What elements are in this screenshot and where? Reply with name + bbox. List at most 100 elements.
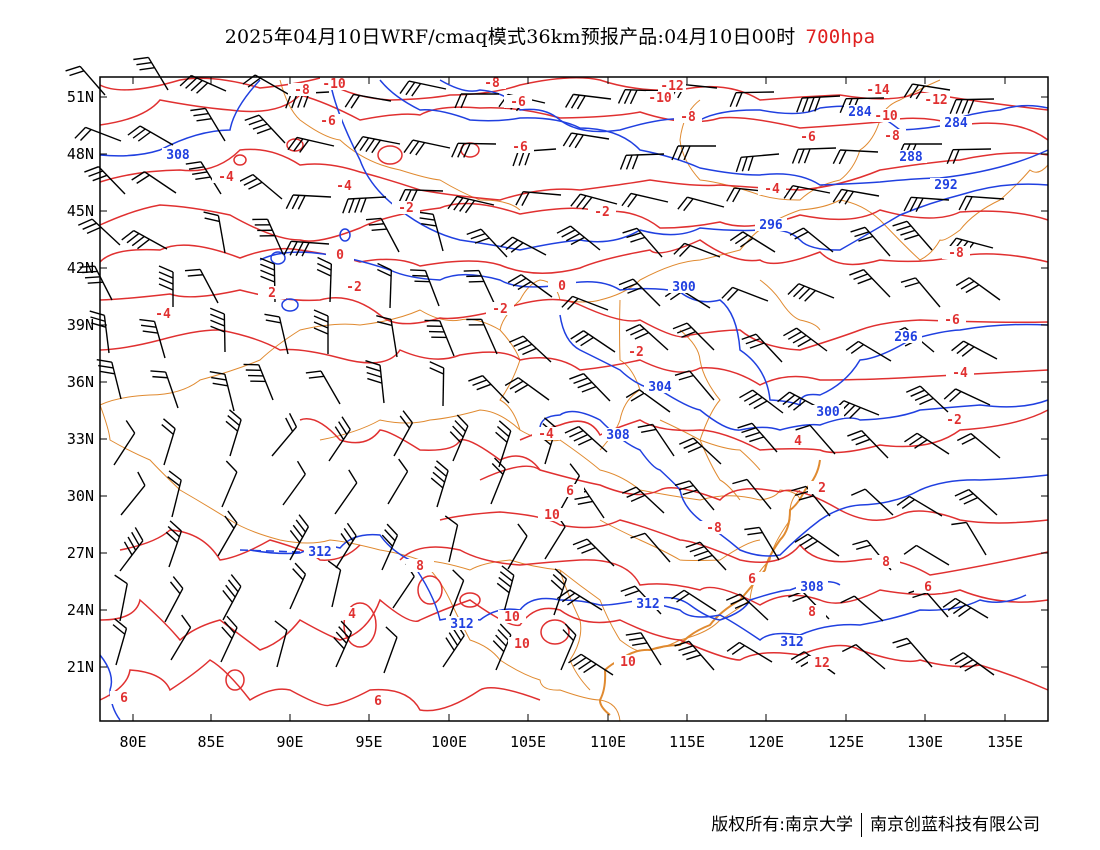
label-bg [700,521,728,534]
wind-barb [507,523,528,570]
height-contour [339,228,351,242]
label-bg [314,114,342,127]
wind-barb [903,544,950,566]
lat-tick-label: 36N [67,373,94,391]
wind-barb [621,486,665,514]
label-bg [755,218,787,231]
wind-barb [282,460,306,506]
temperature-label: -2 [946,413,962,428]
label-bg [940,116,972,129]
label-bg [668,280,700,293]
title-text: 2025年04月10日WRF/cmaq模式36km预报产品:04月10日00时 [224,26,796,48]
temperature-contour [233,154,247,166]
wind-barb [495,420,512,468]
wind-barb [508,335,552,363]
height-contour [270,251,286,265]
temperature-contour [479,465,1049,524]
temperature-contour [99,329,1049,386]
height-label: 292 [934,178,957,193]
lat-tick-label: 24N [67,601,94,619]
wind-barb [951,521,987,556]
wind-barb [790,651,836,675]
wind-barb [904,432,950,455]
wind-barb [949,98,995,115]
wind-barb [424,319,455,357]
wind-barb [74,126,122,142]
wind-barb [621,192,669,208]
wind-barb [313,309,329,354]
wind-barb [84,166,126,195]
label-bg [340,280,368,293]
temperature-label: -8 [948,246,964,261]
lon-tick-label: 105E [510,733,546,751]
wind-barb [220,615,238,663]
label-bg [498,610,526,623]
wind-barb [673,242,721,258]
wind-barb [739,389,784,414]
wind-barb [850,488,894,516]
wind-barb [185,161,222,195]
temperature-label: -4 [155,307,171,322]
wind-barb [454,93,499,109]
wind-barb [333,620,353,668]
wind-barb [184,268,219,304]
label-bg [548,279,576,292]
wind-barb [896,495,943,517]
height-label: 308 [800,580,824,595]
temperature-contour [299,418,541,471]
wind-barb [271,412,298,457]
wind-barb [744,526,780,561]
temperature-contour [540,619,570,645]
temperature-label: -10 [648,91,672,106]
temperature-label: 10 [504,610,520,625]
label-bg [776,635,808,648]
wind-barb [674,370,715,401]
height-contour [239,549,301,553]
label-bg [914,580,942,593]
temperature-contour [99,148,1049,201]
label-bg [588,205,616,218]
wind-barb [65,65,106,96]
label-bg [784,434,812,447]
wind-barb [515,190,562,206]
label-bg [320,77,348,90]
temperature-label: 8 [882,555,890,570]
wind-barb [466,318,498,355]
height-label: 308 [606,428,630,443]
label-bg [946,366,974,379]
temperature-label: -4 [764,182,780,197]
wind-barb [447,195,495,214]
wind-barb [289,562,307,610]
boundary-line [599,164,1049,301]
label-bg [304,545,336,558]
wind-barb [410,269,440,307]
lon-tick-label: 85E [197,733,224,751]
label-bg [446,617,478,630]
wind-barb [721,286,769,302]
wind-barb [569,373,611,402]
wind-barb [565,93,612,110]
wind-barb [209,307,226,353]
temperature-label: -2 [594,205,610,220]
label-bg [812,405,844,418]
wind-barb [560,623,577,671]
lon-tick-label: 130E [907,733,943,751]
temperature-label: -4 [538,427,554,442]
temperature-label: 0 [558,279,566,294]
temperature-label: -4 [952,366,968,381]
height-label: 296 [759,218,783,233]
temperature-label: 4 [348,607,356,622]
wind-barb [376,315,398,358]
temperature-label: 2 [268,286,276,301]
wind-barb [496,565,515,613]
temperature-label: -2 [628,345,644,360]
wind-barb [958,195,1005,211]
wind-barb [285,194,332,210]
temperature-label: -4 [336,179,352,194]
label-bg [808,481,836,494]
chart-title: 2025年04月10日WRF/cmaq模式36km预报产品:04月10日00时 7… [0,22,1100,49]
wind-barb [847,430,889,459]
wind-barb [625,632,662,666]
wind-barb [365,217,400,253]
temperature-label: 2 [818,481,826,496]
